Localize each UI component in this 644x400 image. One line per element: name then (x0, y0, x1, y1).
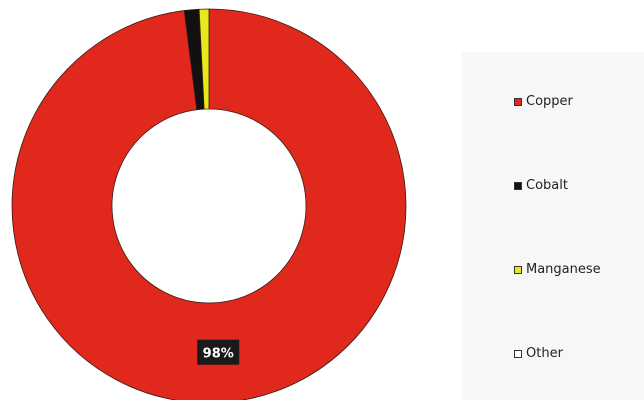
legend-swatch-copper (514, 97, 522, 106)
legend-entry-manganese: Manganese (514, 262, 601, 277)
legend-label-manganese: Manganese (526, 262, 601, 277)
legend-swatch-cobalt (514, 181, 522, 190)
legend-entry-other: Other (514, 346, 563, 361)
data-label-copper: 98% (197, 339, 240, 365)
legend-entry-copper: Copper (514, 94, 573, 109)
legend-label-cobalt: Cobalt (526, 178, 568, 193)
legend: Copper Cobalt Manganese Other (462, 52, 644, 400)
slice-copper (11, 8, 407, 400)
legend-label-other: Other (526, 346, 563, 361)
legend-label-copper: Copper (526, 94, 573, 109)
slice-manganese (198, 8, 210, 110)
data-labels: 98% (197, 339, 240, 365)
data-label-text: 98% (203, 347, 234, 362)
legend-swatch-other (514, 349, 522, 358)
donut-slices (11, 8, 407, 400)
legend-entry-cobalt: Cobalt (514, 178, 568, 193)
data-label-box (197, 339, 240, 365)
legend-swatch-manganese (514, 265, 522, 274)
